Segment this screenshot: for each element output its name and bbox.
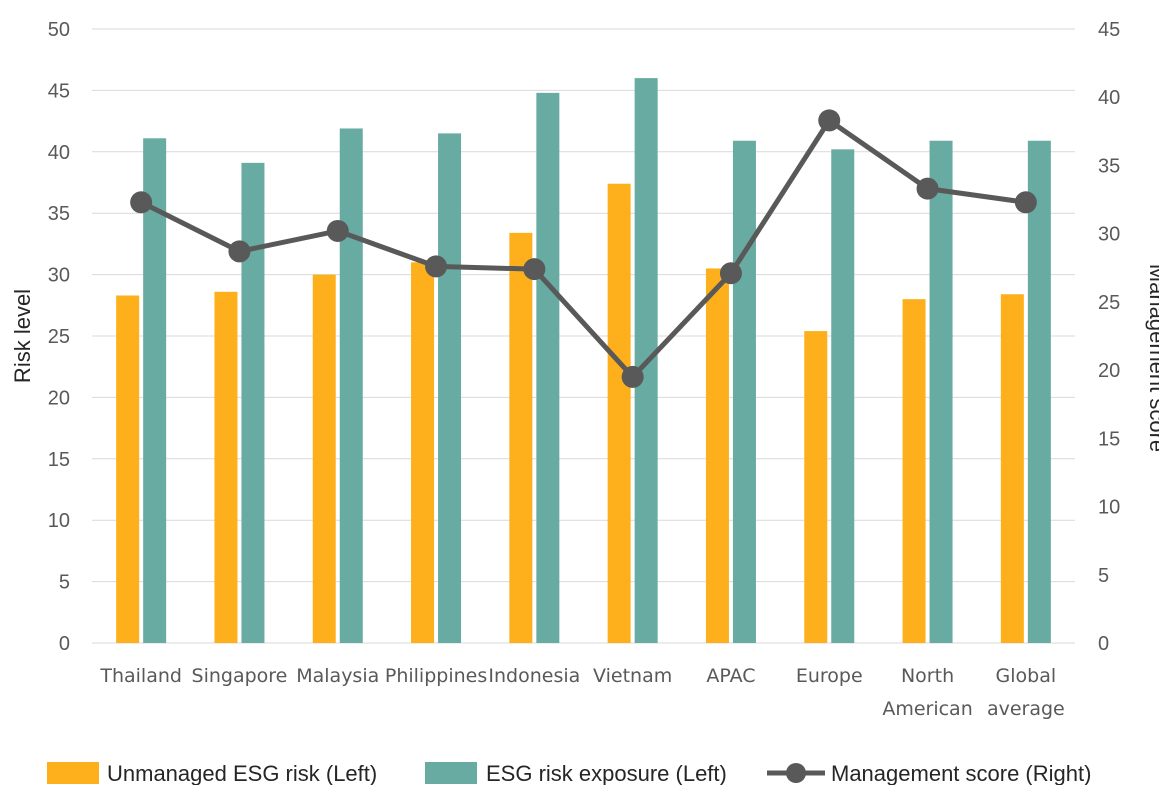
category-label: Europe (796, 665, 863, 687)
left-tick-label: 15 (48, 449, 70, 471)
category-label: APAC (706, 665, 755, 687)
legend-swatch-unmanaged (47, 762, 99, 784)
right-tick-label: 35 (1098, 155, 1120, 177)
bar-esg-risk-exposure (438, 133, 462, 643)
bar-esg-risk-exposure (929, 140, 953, 644)
bar-esg-risk-exposure (1027, 140, 1051, 644)
right-tick-label: 0 (1098, 633, 1109, 655)
legend-swatch-management-marker (786, 763, 806, 783)
category-label: Philippines (385, 665, 487, 687)
left-tick-label: 30 (48, 265, 70, 287)
bar-unmanaged-esg-risk (116, 295, 140, 643)
left-tick-label: 50 (48, 19, 70, 41)
category-label: Malaysia (296, 665, 379, 687)
category-label: Vietnam (593, 665, 672, 687)
bar-esg-risk-exposure (339, 128, 363, 643)
right-axis-title: Management score (1145, 264, 1159, 452)
left-tick-label: 35 (48, 203, 70, 225)
bar-unmanaged-esg-risk (312, 274, 336, 643)
right-tick-label: 10 (1098, 497, 1120, 519)
right-tick-label: 30 (1098, 224, 1120, 246)
left-tick-label: 20 (48, 387, 70, 409)
right-tick-label: 5 (1098, 565, 1109, 587)
management-score-line (130, 109, 1037, 388)
bar-unmanaged-esg-risk (804, 331, 828, 643)
management-score-point (1014, 191, 1037, 214)
category-label: Thailand (99, 665, 182, 687)
left-axis-ticks: 0 5 10 15 20 25 30 35 40 45 50 (48, 19, 70, 655)
right-tick-label: 40 (1098, 87, 1120, 109)
bar-unmanaged-esg-risk (214, 291, 238, 643)
right-tick-label: 25 (1098, 292, 1120, 314)
left-tick-label: 40 (48, 142, 70, 164)
management-score-point (523, 258, 546, 281)
bar-unmanaged-esg-risk (705, 268, 729, 643)
category-label: Global (996, 665, 1057, 687)
bar-unmanaged-esg-risk (1000, 294, 1024, 643)
legend-swatch-exposure (425, 762, 477, 784)
management-score-point (326, 219, 349, 242)
bar-esg-risk-exposure (536, 92, 560, 643)
bar-esg-risk-exposure (143, 138, 167, 644)
right-tick-label: 45 (1098, 19, 1120, 41)
bar-unmanaged-esg-risk (411, 262, 435, 643)
right-axis-ticks: 0 5 10 15 20 25 30 35 40 45 (1098, 19, 1120, 655)
category-label: Singapore (192, 665, 288, 687)
left-tick-label: 25 (48, 326, 70, 348)
bar-unmanaged-esg-risk (607, 183, 631, 643)
legend: Unmanaged ESG risk (Left) ESG risk exposu… (47, 761, 1091, 786)
right-tick-label: 15 (1098, 428, 1120, 450)
category-label: American (882, 698, 972, 720)
legend-label: Unmanaged ESG risk (Left) (107, 761, 377, 785)
management-score-point (818, 109, 841, 132)
category-label: Indonesia (488, 665, 580, 687)
management-score-point (425, 255, 448, 278)
management-score-point (621, 365, 644, 388)
gridlines (92, 28, 1075, 644)
category-label: average (987, 698, 1065, 720)
management-score-point (130, 191, 153, 214)
bar-esg-risk-exposure (732, 140, 756, 644)
bar-esg-risk-exposure (831, 149, 855, 643)
bar-unmanaged-esg-risk (902, 299, 926, 643)
management-score-point (228, 240, 251, 263)
category-labels: Thailand Singapore Malaysia Philippines Indo… (99, 665, 1064, 720)
left-axis-title: Risk level (10, 289, 35, 383)
left-tick-label: 0 (59, 633, 70, 655)
management-score-point (916, 177, 939, 200)
left-tick-label: 10 (48, 510, 70, 532)
bar-esg-risk-exposure (241, 162, 265, 644)
bars (116, 78, 1051, 644)
bar-unmanaged-esg-risk (509, 232, 533, 643)
left-tick-label: 45 (48, 80, 70, 102)
left-tick-label: 5 (59, 572, 70, 594)
legend-label: ESG risk exposure (Left) (486, 761, 727, 785)
category-label: North (901, 665, 954, 687)
legend-label: Management score (Right) (831, 761, 1091, 785)
right-tick-label: 20 (1098, 360, 1120, 382)
management-score-point (719, 262, 742, 285)
management-score-polyline (140, 117, 1027, 380)
